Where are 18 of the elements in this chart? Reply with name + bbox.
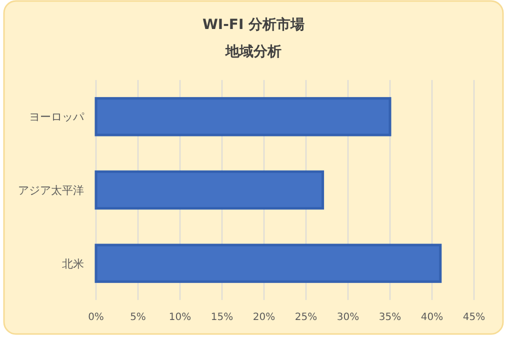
x-tick-label: 40% — [420, 312, 444, 323]
x-tick-label: 5% — [130, 312, 146, 323]
x-tick-label: 0% — [88, 312, 104, 323]
y-tick-label: アジア太平洋 — [18, 184, 84, 197]
chart-subtitle: 地域分析 — [224, 44, 282, 60]
bar — [94, 97, 392, 136]
x-tick-label: 25% — [294, 312, 318, 323]
x-tick-label: 35% — [378, 312, 402, 323]
x-tick-label: 20% — [252, 312, 276, 323]
x-tick-label: 15% — [210, 312, 234, 323]
x-tick-label: 10% — [168, 312, 192, 323]
bar — [94, 244, 442, 283]
y-tick-label: ヨーロッパ — [29, 110, 85, 124]
chart-title: WI-FI 分析市場 — [202, 16, 305, 33]
x-tick-label: 30% — [336, 312, 360, 323]
x-tick-label: 45% — [462, 312, 486, 323]
bar — [94, 170, 324, 210]
y-tick-label: 北米 — [62, 257, 84, 270]
